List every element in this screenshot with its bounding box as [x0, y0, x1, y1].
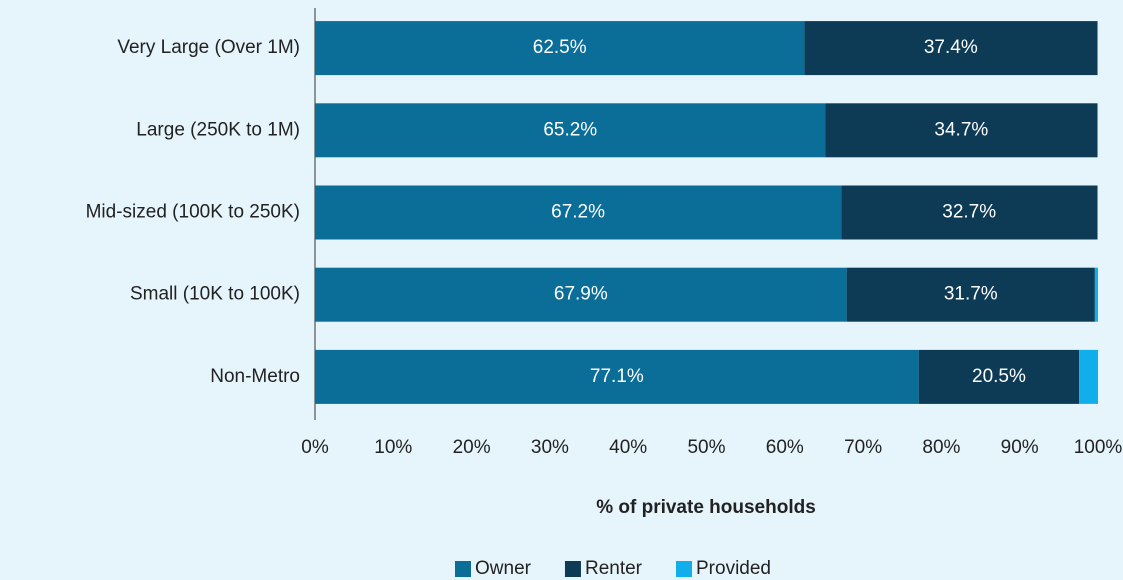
data-label: 32.7%	[942, 202, 996, 223]
bar-segment	[1079, 349, 1098, 404]
x-tick-label: 80%	[922, 437, 960, 458]
bar-segment	[825, 103, 1098, 158]
bar-segment	[841, 185, 1098, 240]
bar-segment	[1097, 185, 1098, 240]
x-tick-label: 50%	[687, 437, 725, 458]
data-label: 65.2%	[543, 119, 597, 140]
bar-segment	[1097, 21, 1098, 76]
y-tick-label: Large (250K to 1M)	[136, 119, 300, 140]
bar-segment	[918, 349, 1080, 404]
bar-segment	[1097, 103, 1098, 158]
data-label: 67.2%	[551, 202, 605, 223]
legend-label: Owner	[475, 558, 532, 579]
y-tick-label: Non-Metro	[210, 366, 300, 387]
bar-segment	[315, 185, 842, 240]
data-label: 20.5%	[972, 366, 1026, 387]
legend-swatch	[564, 561, 581, 577]
x-tick-label: 20%	[453, 437, 491, 458]
x-tick-label: 90%	[1001, 437, 1039, 458]
x-tick-label: 40%	[609, 437, 647, 458]
data-label: 37.4%	[924, 37, 978, 58]
data-label: 62.5%	[533, 37, 587, 58]
bar-segment	[315, 267, 847, 322]
y-tick-label: Small (10K to 100K)	[130, 284, 300, 305]
data-label: 34.7%	[934, 119, 988, 140]
x-tick-label: 100%	[1074, 437, 1123, 458]
data-label: 67.9%	[554, 284, 608, 305]
x-tick-label: 70%	[844, 437, 882, 458]
bar-segment	[804, 21, 1098, 76]
data-label: 31.7%	[944, 284, 998, 305]
bar-segment	[315, 21, 805, 76]
x-tick-label: 10%	[374, 437, 412, 458]
x-tick-label: 30%	[531, 437, 569, 458]
bar-segment	[315, 103, 826, 158]
legend-swatch	[455, 561, 471, 577]
bar-segment	[846, 267, 1095, 322]
data-label: 77.1%	[590, 366, 644, 387]
y-tick-label: Very Large (Over 1M)	[117, 37, 300, 58]
y-tick-label: Mid-sized (100K to 250K)	[86, 202, 300, 223]
bar-segment	[1094, 267, 1098, 322]
bar-segment	[315, 349, 919, 404]
legend-label: Renter	[585, 558, 643, 579]
legend-label: Provided	[696, 558, 771, 579]
x-tick-label: 60%	[766, 437, 804, 458]
x-tick-label: 0%	[301, 437, 329, 458]
x-axis-label: % of private households	[596, 497, 816, 518]
legend-swatch	[676, 561, 692, 577]
